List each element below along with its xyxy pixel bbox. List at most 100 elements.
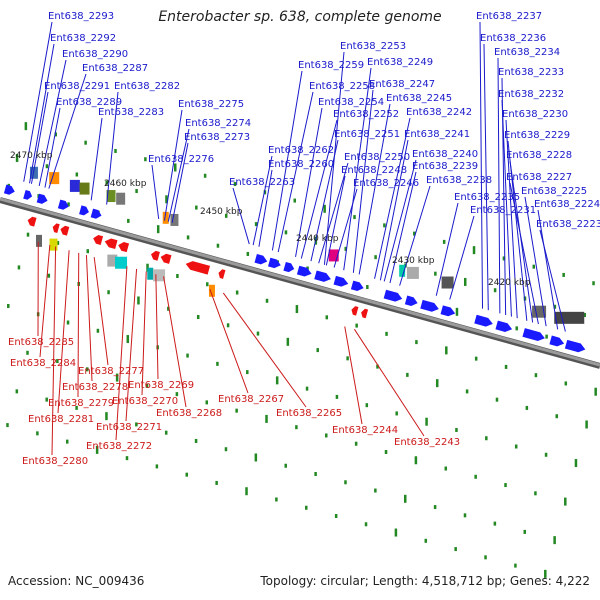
tick-mark: [65, 439, 69, 444]
forward-gene-arrow: [283, 261, 295, 273]
tick-mark: [295, 305, 299, 314]
backbone: [0, 197, 600, 367]
tick-mark: [415, 340, 418, 345]
tick-mark: [203, 173, 207, 178]
forward-leader-line: [501, 99, 512, 317]
reverse-leader-line: [125, 268, 138, 422]
forward-gene-label: Ent638_2232: [498, 89, 564, 100]
forward-gene-arrow-shape: [564, 339, 586, 353]
tick-mark: [445, 346, 448, 355]
forward-gene-label: Ent638_2273: [184, 132, 250, 143]
forward-gene-arrow: [522, 328, 545, 342]
reverse-gene-label: Ent638_2272: [86, 441, 152, 452]
map-title: Enterobacter sp. 638, complete genome: [158, 9, 442, 25]
forward-gene-arrow: [254, 253, 268, 265]
forward-gene-label: Ent638_2263: [229, 177, 295, 188]
reverse-gene-label: Ent638_2277: [78, 366, 144, 377]
tick-mark: [406, 372, 409, 377]
tick-mark: [186, 235, 190, 240]
tick-mark: [325, 433, 328, 438]
forward-gene-arrow: [549, 335, 565, 347]
forward-gene-label: Ent638_2258: [309, 81, 375, 92]
tick-mark: [455, 427, 458, 432]
tick-mark: [85, 367, 89, 372]
reverse-gene-arrow: [151, 250, 160, 261]
tick-mark: [374, 255, 377, 260]
forward-gene-arrow: [333, 275, 349, 287]
forward-gene-arrow-shape: [350, 280, 364, 292]
tick-mark: [75, 405, 78, 410]
tick-mark: [256, 331, 260, 336]
tick-mark: [493, 521, 497, 526]
tick-mark: [95, 445, 99, 454]
tick-mark: [47, 273, 51, 278]
gene-layer: [3, 184, 586, 353]
tick-mark: [493, 288, 497, 293]
tick-mark: [514, 444, 518, 449]
leader-line-layer: [23, 21, 566, 456]
tick-mark: [246, 370, 249, 375]
tick-mark: [284, 463, 287, 468]
tick-mark: [45, 164, 49, 169]
tick-mark: [186, 353, 189, 358]
tick-mark: [504, 364, 508, 369]
forward-gene-arrow: [36, 193, 48, 204]
tick-mark: [156, 225, 160, 234]
tick-mark: [56, 240, 60, 245]
tick-mark: [26, 350, 29, 355]
forward-gene-arrow: [383, 289, 403, 302]
reverse-leader-line: [141, 271, 147, 396]
tick-mark: [216, 361, 219, 366]
forward-gene-label: Ent638_2283: [98, 107, 164, 118]
tick-mark: [534, 491, 537, 496]
feature-box: [399, 264, 406, 277]
forward-gene-label: Ent638_2248: [341, 165, 407, 176]
forward-gene-arrow-shape: [333, 275, 349, 287]
scale-label: 2420 kbp: [488, 278, 531, 288]
forward-leader-line: [48, 73, 87, 189]
tick-mark: [385, 331, 388, 336]
tick-mark: [246, 251, 250, 256]
tick-mark: [275, 497, 278, 502]
forward-leader-line: [524, 196, 547, 327]
forward-leader-line: [483, 43, 489, 311]
tick-mark: [56, 359, 59, 364]
forward-leader-line: [295, 107, 323, 257]
reverse-gene-arrow: [185, 261, 211, 275]
forward-gene-label: Ent638_2262: [268, 145, 334, 156]
forward-leader-line: [352, 89, 374, 273]
reverse-leader-line: [209, 289, 249, 394]
tick-mark: [235, 408, 238, 413]
forward-gene-label: Ent638_2276: [148, 154, 214, 165]
tick-mark: [224, 447, 228, 452]
forward-gene-label: Ent638_2260: [268, 159, 334, 170]
forward-leader-line: [38, 59, 67, 187]
forward-leader-line: [449, 215, 475, 300]
tick-mark: [465, 389, 469, 394]
forward-gene-label: Ent638_2287: [82, 63, 148, 74]
reverse-gene-label: Ent638_2265: [276, 408, 342, 419]
forward-gene-label: Ent638_2275: [178, 99, 244, 110]
forward-gene-label: Ent638_2237: [476, 11, 542, 22]
scale-label-layer: 2470 kbp 2460 kbp 2450 kbp 2440 kbp 2430 kbp…: [10, 151, 531, 288]
tick-mark: [135, 422, 138, 427]
tick-mark: [574, 459, 578, 468]
tick-mark: [176, 273, 179, 278]
scale-label: 2430 kbp: [392, 256, 435, 266]
tick-mark: [293, 198, 297, 203]
forward-gene-arrow-shape: [522, 328, 545, 342]
tick-mark: [284, 230, 288, 235]
tick-mark: [454, 547, 457, 552]
forward-gene-label: Ent638_2238: [426, 175, 492, 186]
tick-mark: [135, 189, 138, 194]
forward-gene-label: Ent638_2225: [521, 186, 587, 197]
tick-mark: [305, 505, 308, 510]
tick-mark: [444, 466, 448, 471]
tick-mark: [254, 222, 258, 227]
tick-mark: [45, 397, 48, 402]
reverse-gene-arrow-shape: [160, 253, 172, 264]
forward-gene-label: Ent638_2245: [386, 93, 452, 104]
tick-mark: [196, 315, 200, 320]
tick-mark: [167, 306, 170, 311]
